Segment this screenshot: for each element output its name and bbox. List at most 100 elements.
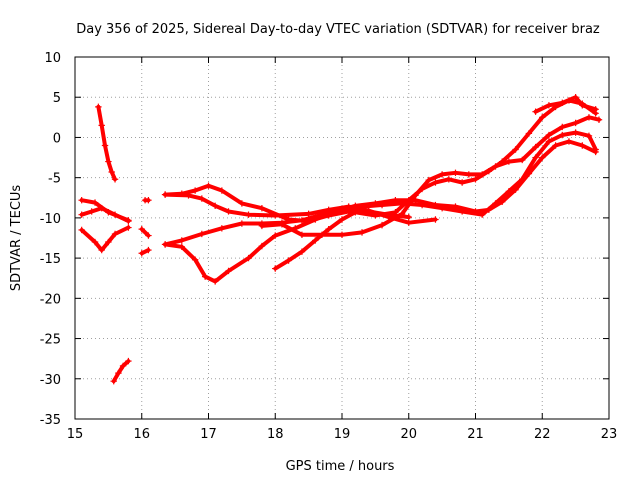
data-point [485, 168, 493, 175]
data-point [418, 201, 426, 209]
data-point [472, 176, 479, 183]
data-point [258, 205, 266, 212]
grid-lines [75, 57, 609, 419]
data-point [88, 208, 95, 215]
data-point [111, 176, 119, 183]
data-point [115, 369, 122, 377]
data-point [458, 179, 466, 186]
plot-frame [74, 56, 610, 420]
data-point [318, 211, 326, 218]
data-point [105, 238, 112, 246]
y-tick-label: 10 [44, 51, 61, 66]
series-arc-steep [95, 103, 119, 183]
series-arc-e [138, 246, 152, 257]
y-axis-ticks: 10 5 0 -5 -10 -15 -20 -25 -30 -35 [40, 51, 609, 428]
data-point [245, 254, 252, 262]
data-point [145, 196, 152, 204]
data-point [225, 267, 232, 275]
data-point [545, 131, 553, 139]
data-point [161, 191, 169, 198]
data-point [98, 246, 105, 254]
data-point [105, 158, 112, 165]
data-point [98, 205, 105, 212]
data-point [405, 196, 412, 204]
data-point [579, 142, 586, 149]
data-point [565, 138, 573, 145]
data-point [405, 213, 412, 221]
data-point [185, 192, 192, 199]
data-point [272, 212, 279, 219]
series-arc-b [78, 205, 132, 225]
data-point [525, 130, 533, 137]
data-point [579, 102, 586, 109]
data-point [272, 232, 279, 239]
data-point [298, 231, 306, 238]
data-point [432, 216, 439, 223]
series-line [533, 95, 598, 114]
data-point [178, 243, 185, 251]
data-point [225, 208, 232, 215]
data-point [572, 119, 579, 127]
data-point [452, 169, 459, 177]
x-tick-label: 16 [133, 427, 150, 442]
data-point [258, 222, 266, 230]
data-point [108, 168, 115, 176]
data-point [145, 232, 152, 239]
series-arc-d [138, 225, 152, 239]
data-point [98, 122, 105, 129]
data-point [111, 211, 119, 218]
data-traces [78, 94, 603, 385]
data-point [211, 278, 219, 285]
data-point [119, 362, 127, 370]
data-point [338, 231, 346, 238]
data-point [532, 143, 539, 151]
data-point [465, 171, 473, 178]
data-point [458, 208, 466, 215]
x-tick-label: 23 [601, 427, 618, 442]
data-point [305, 210, 312, 218]
data-point [358, 229, 366, 236]
data-point [178, 237, 185, 244]
data-point [572, 129, 579, 136]
y-tick-label: -15 [40, 252, 61, 267]
x-axis-label: GPS time / hours [286, 459, 395, 474]
data-point [201, 273, 209, 280]
y-axis-label: SDTVAR / TECUs [9, 185, 24, 292]
series-line [163, 139, 598, 284]
data-point [198, 195, 206, 202]
data-point [211, 202, 219, 210]
data-point [432, 179, 439, 186]
data-point [378, 221, 386, 229]
data-point [78, 226, 85, 234]
data-point [258, 242, 266, 250]
data-point [145, 246, 152, 254]
data-point [532, 154, 539, 161]
series-line [163, 192, 438, 225]
data-point [595, 116, 603, 123]
data-point [218, 187, 226, 194]
y-tick-label: -35 [40, 413, 61, 428]
data-point [512, 146, 519, 153]
data-point [559, 131, 566, 139]
data-point [478, 211, 486, 218]
data-point [592, 146, 599, 153]
data-point [378, 201, 386, 209]
data-point [438, 205, 446, 212]
data-point [392, 209, 399, 216]
data-point [338, 206, 346, 214]
series-arc-m [532, 94, 599, 115]
data-point [559, 123, 566, 131]
series-arc-low [110, 357, 132, 385]
y-tick-label: -25 [40, 333, 61, 348]
data-point [125, 217, 132, 225]
data-point [338, 216, 346, 223]
data-point [519, 156, 526, 164]
data-point [445, 176, 452, 183]
data-point [95, 103, 102, 111]
data-point [505, 158, 513, 165]
data-point [218, 225, 226, 232]
data-point [545, 102, 553, 109]
y-tick-label: -20 [40, 292, 61, 307]
data-point [191, 256, 199, 263]
